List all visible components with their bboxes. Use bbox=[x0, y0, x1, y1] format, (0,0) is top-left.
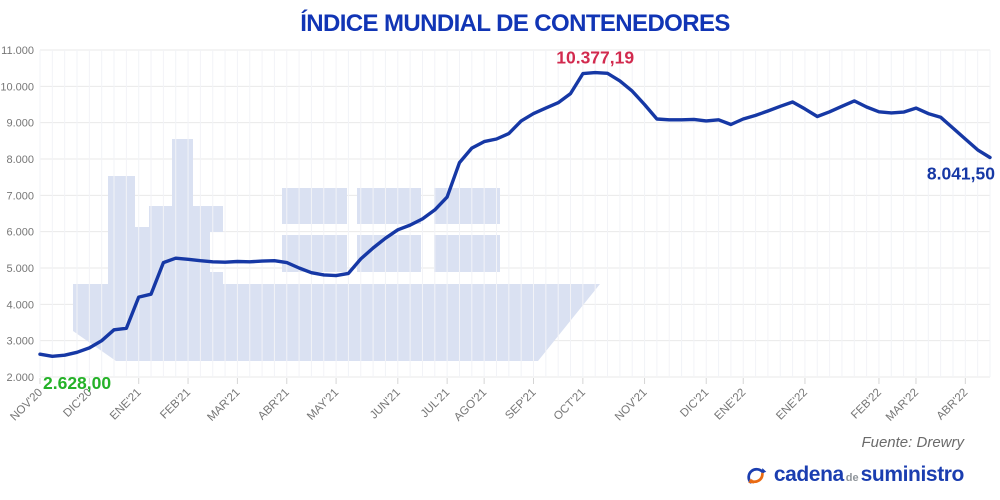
source-text: Fuente: Drewry bbox=[861, 434, 964, 451]
x-axis-label: ABR'22 bbox=[935, 387, 971, 423]
ship-container bbox=[357, 188, 421, 224]
chart-title: ÍNDICE MUNDIAL DE CONTENEDORES bbox=[300, 10, 730, 37]
y-axis-label: 3.000 bbox=[6, 336, 34, 348]
x-axis-label: MAR'22 bbox=[884, 387, 921, 424]
x-axis-label: JUL'21 bbox=[419, 387, 453, 421]
x-axis-label: ENE'21 bbox=[108, 387, 144, 423]
ship-superstructure-block bbox=[108, 176, 135, 284]
y-axis-label: 5.000 bbox=[6, 263, 34, 275]
y-axis-label: 9.000 bbox=[6, 118, 34, 130]
brand-word-cadena: cadena bbox=[773, 463, 844, 486]
y-axis-label: 6.000 bbox=[6, 227, 34, 239]
x-axis-label: ABR'21 bbox=[256, 387, 292, 423]
x-axis-label: ENE'22 bbox=[713, 387, 749, 423]
y-axis-label: 4.000 bbox=[6, 299, 34, 311]
x-axis-label: ENE'22 bbox=[774, 387, 810, 423]
annotation-peak-value: 10.377,19 bbox=[556, 48, 634, 68]
x-axis-label: FEB'21 bbox=[158, 387, 193, 422]
x-axis-label: OCT'21 bbox=[552, 387, 588, 423]
wci-line-series bbox=[38, 70, 992, 358]
y-axis-label: 10.000 bbox=[0, 81, 34, 93]
y-axis-label: 7.000 bbox=[6, 190, 34, 202]
x-axis-label: AGO'21 bbox=[452, 387, 489, 424]
ship-container bbox=[434, 235, 500, 272]
sync-arrows-icon bbox=[744, 464, 767, 487]
ship-container bbox=[434, 188, 500, 224]
x-axis-label: MAY'21 bbox=[305, 387, 341, 423]
x-axis-label: SEP'21 bbox=[503, 387, 538, 422]
y-axis-label: 2.000 bbox=[6, 372, 34, 384]
x-axis-label: MAR'21 bbox=[205, 387, 242, 424]
x-axis-label: DIC'21 bbox=[678, 387, 711, 420]
ship-superstructure-block bbox=[210, 206, 223, 232]
x-axis-label: NOV'21 bbox=[613, 387, 650, 424]
x-axis-label: JUN'21 bbox=[368, 387, 403, 422]
annotation-end-value: 8.041,50 bbox=[927, 163, 995, 183]
annotation-start-value: 2.628,00 bbox=[43, 373, 111, 393]
brand-word-de: de bbox=[845, 472, 859, 484]
brand-word-suministro: suministro bbox=[860, 463, 965, 486]
brand-logo: cadena de suministro bbox=[744, 463, 964, 487]
x-axis-label: NOV'20 bbox=[8, 387, 45, 424]
x-axis-label: FEB'22 bbox=[849, 387, 884, 422]
y-axis-label: 11.000 bbox=[1, 45, 34, 57]
ship-container bbox=[282, 188, 347, 224]
ship-funnel bbox=[172, 139, 193, 206]
ship-superstructure-step bbox=[135, 227, 149, 284]
y-axis-label: 8.000 bbox=[6, 154, 34, 166]
ship-superstructure-block bbox=[210, 272, 223, 284]
